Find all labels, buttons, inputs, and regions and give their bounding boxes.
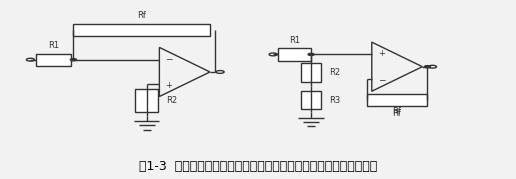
Text: R2: R2 [166, 96, 177, 105]
Bar [301, 63, 321, 83]
Bar [278, 48, 311, 61]
Text: 图1-3  运算放大器的反馈电阻接法（左：反相接法；右：同相接法）: 图1-3 运算放大器的反馈电阻接法（左：反相接法；右：同相接法） [139, 160, 377, 173]
Text: Rf: Rf [393, 109, 401, 118]
Text: −: − [166, 54, 173, 63]
Bar [73, 24, 210, 36]
Circle shape [308, 53, 314, 55]
Text: +: + [166, 81, 172, 90]
Circle shape [70, 59, 76, 61]
Text: Rf: Rf [137, 11, 146, 20]
Bar [135, 90, 158, 112]
Bar [367, 94, 427, 106]
Bar [301, 91, 321, 109]
Text: R1: R1 [289, 36, 300, 45]
Text: R1: R1 [47, 41, 59, 50]
Text: +: + [378, 49, 385, 58]
Circle shape [424, 66, 430, 68]
Text: R2: R2 [329, 68, 340, 77]
Text: −: − [378, 75, 385, 84]
Bar [36, 54, 71, 66]
Text: R3: R3 [329, 96, 340, 105]
Text: Rf: Rf [393, 107, 401, 117]
